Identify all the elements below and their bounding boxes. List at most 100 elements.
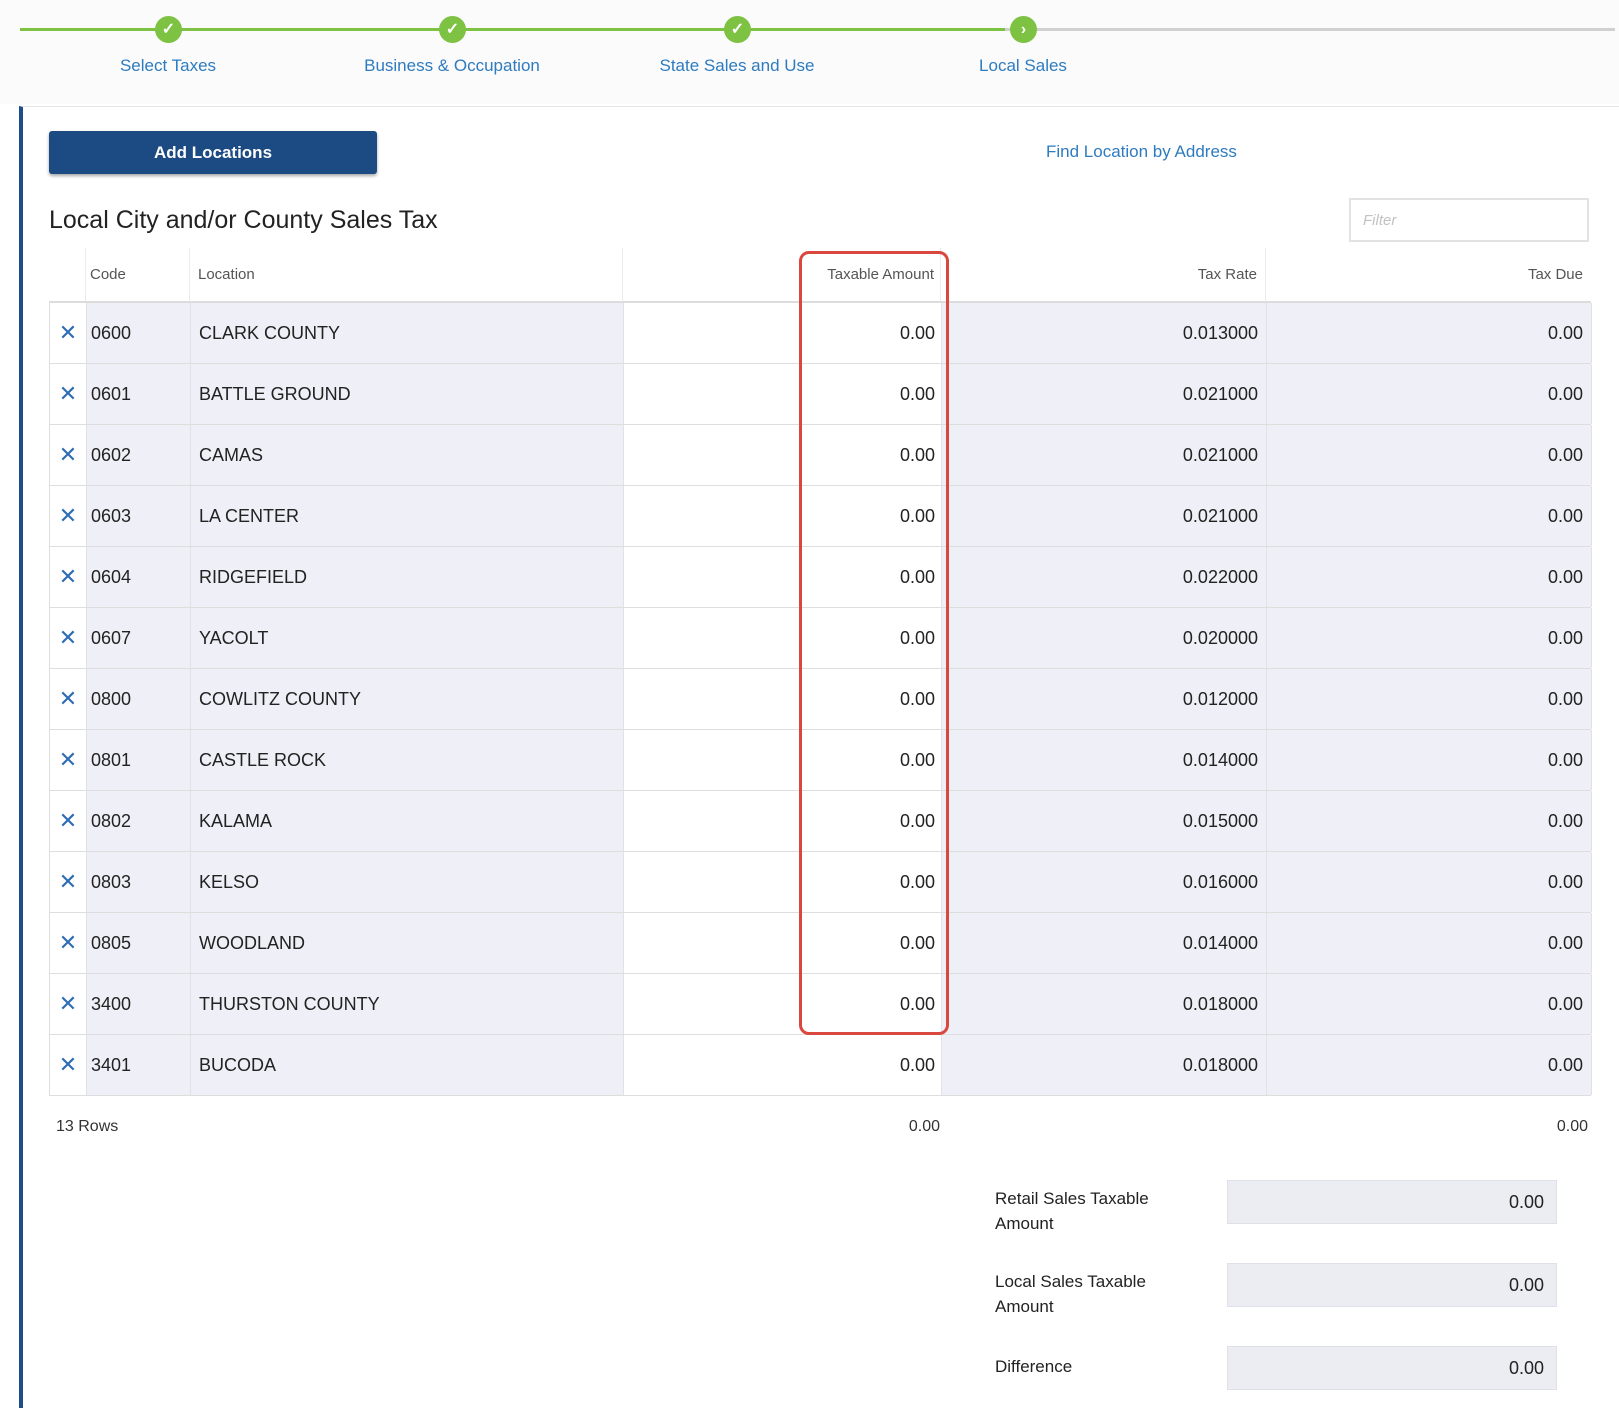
cell-tax-rate: 0.015000 xyxy=(941,791,1266,851)
find-location-by-address-link[interactable]: Find Location by Address xyxy=(1046,142,1237,161)
cell-tax-due: 0.00 xyxy=(1266,913,1592,973)
column-header-location[interactable]: Location xyxy=(189,248,622,301)
cell-location: LA CENTER xyxy=(190,486,623,546)
table-header: Code Location Taxable Amount Tax Rate Ta… xyxy=(49,248,1591,303)
remove-row-icon[interactable]: ✕ xyxy=(58,1052,78,1077)
table-row: ✕ 0800 COWLITZ COUNTY 0.00 0.012000 0.00 xyxy=(50,669,1592,730)
table-row: ✕ 0805 WOODLAND 0.00 0.014000 0.00 xyxy=(50,913,1592,974)
remove-row-icon[interactable]: ✕ xyxy=(58,320,78,345)
cell-location: KELSO xyxy=(190,852,623,912)
remove-row-icon[interactable]: ✕ xyxy=(58,625,78,650)
cell-location: CAMAS xyxy=(190,425,623,485)
cell-tax-due: 0.00 xyxy=(1266,730,1592,790)
column-header-tax-due[interactable]: Tax Due xyxy=(1265,248,1591,301)
table-row: ✕ 0603 LA CENTER 0.00 0.021000 0.00 xyxy=(50,486,1592,547)
cell-taxable-amount[interactable]: 0.00 xyxy=(623,608,941,668)
table-row: ✕ 0602 CAMAS 0.00 0.021000 0.00 xyxy=(50,425,1592,486)
cell-code: 0805 xyxy=(86,913,190,973)
cell-code: 0601 xyxy=(86,364,190,424)
cell-code: 0801 xyxy=(86,730,190,790)
cell-taxable-amount[interactable]: 0.00 xyxy=(623,364,941,424)
cell-tax-rate: 0.022000 xyxy=(941,547,1266,607)
cell-tax-rate: 0.013000 xyxy=(941,303,1266,363)
cell-tax-due: 0.00 xyxy=(1266,425,1592,485)
cell-tax-due: 0.00 xyxy=(1266,852,1592,912)
cell-location: COWLITZ COUNTY xyxy=(190,669,623,729)
cell-location: CLARK COUNTY xyxy=(190,303,623,363)
table-row: ✕ 0803 KELSO 0.00 0.016000 0.00 xyxy=(50,852,1592,913)
cell-tax-due: 0.00 xyxy=(1266,547,1592,607)
step-label-select-taxes[interactable]: Select Taxes xyxy=(119,56,217,75)
cell-tax-due: 0.00 xyxy=(1266,486,1592,546)
page-title: Local City and/or County Sales Tax xyxy=(49,206,438,234)
cell-tax-due: 0.00 xyxy=(1266,1035,1592,1095)
add-locations-button[interactable]: Add Locations xyxy=(49,131,377,174)
cell-tax-due: 0.00 xyxy=(1266,791,1592,851)
remove-row-icon[interactable]: ✕ xyxy=(58,686,78,711)
cell-taxable-amount[interactable]: 0.00 xyxy=(623,913,941,973)
cell-tax-rate: 0.020000 xyxy=(941,608,1266,668)
step-connector-pending xyxy=(1005,28,1615,31)
local-sales-taxable-label: Local Sales Taxable Amount xyxy=(995,1272,1146,1316)
row-count: 13 Rows xyxy=(56,1118,119,1135)
remove-row-icon[interactable]: ✕ xyxy=(58,564,78,589)
table-row: ✕ 0801 CASTLE ROCK 0.00 0.014000 0.00 xyxy=(50,730,1592,791)
step-4-chevron-right-icon: › xyxy=(1010,16,1037,43)
cell-tax-rate: 0.018000 xyxy=(941,1035,1266,1095)
remove-row-icon[interactable]: ✕ xyxy=(58,991,78,1016)
table-row: ✕ 0600 CLARK COUNTY 0.00 0.013000 0.00 xyxy=(50,303,1592,364)
column-header-taxable-amount[interactable]: Taxable Amount xyxy=(622,248,940,301)
cell-taxable-amount[interactable]: 0.00 xyxy=(623,547,941,607)
table-row: ✕ 0607 YACOLT 0.00 0.020000 0.00 xyxy=(50,608,1592,669)
cell-tax-due: 0.00 xyxy=(1266,974,1592,1034)
cell-location: BATTLE GROUND xyxy=(190,364,623,424)
cell-code: 0800 xyxy=(86,669,190,729)
cell-location: BUCODA xyxy=(190,1035,623,1095)
cell-taxable-amount[interactable]: 0.00 xyxy=(623,486,941,546)
remove-row-icon[interactable]: ✕ xyxy=(58,503,78,528)
cell-taxable-amount[interactable]: 0.00 xyxy=(623,791,941,851)
remove-row-icon[interactable]: ✕ xyxy=(58,808,78,833)
cell-location: WOODLAND xyxy=(190,913,623,973)
cell-tax-rate: 0.014000 xyxy=(941,730,1266,790)
cell-taxable-amount[interactable]: 0.00 xyxy=(623,730,941,790)
step-label-local-sales[interactable]: Local Sales xyxy=(979,56,1067,75)
cell-code: 0600 xyxy=(86,303,190,363)
remove-row-icon[interactable]: ✕ xyxy=(58,381,78,406)
cell-tax-rate: 0.014000 xyxy=(941,913,1266,973)
cell-code: 0803 xyxy=(86,852,190,912)
cell-code: 0602 xyxy=(86,425,190,485)
cell-taxable-amount[interactable]: 0.00 xyxy=(623,425,941,485)
cell-taxable-amount[interactable]: 0.00 xyxy=(623,852,941,912)
cell-tax-rate: 0.021000 xyxy=(941,486,1266,546)
difference-label: Difference xyxy=(995,1357,1073,1376)
cell-code: 0603 xyxy=(86,486,190,546)
cell-location: THURSTON COUNTY xyxy=(190,974,623,1034)
cell-taxable-amount[interactable]: 0.00 xyxy=(623,669,941,729)
cell-tax-due: 0.00 xyxy=(1266,364,1592,424)
difference-field: 0.00 xyxy=(1227,1346,1557,1390)
cell-code: 0802 xyxy=(86,791,190,851)
cell-taxable-amount[interactable]: 0.00 xyxy=(623,974,941,1034)
step-1-check-icon: ✓ xyxy=(155,16,182,43)
remove-row-icon[interactable]: ✕ xyxy=(58,930,78,955)
column-header-tax-rate[interactable]: Tax Rate xyxy=(940,248,1265,301)
cell-taxable-amount[interactable]: 0.00 xyxy=(623,1035,941,1095)
cell-tax-rate: 0.018000 xyxy=(941,974,1266,1034)
remove-row-icon[interactable]: ✕ xyxy=(58,869,78,894)
step-label-business-occupation[interactable]: Business & Occupation xyxy=(364,56,540,75)
remove-row-icon[interactable]: ✕ xyxy=(58,747,78,772)
cell-taxable-amount[interactable]: 0.00 xyxy=(623,303,941,363)
cell-tax-due: 0.00 xyxy=(1266,669,1592,729)
cell-tax-due: 0.00 xyxy=(1266,303,1592,363)
column-header-code[interactable]: Code xyxy=(85,248,189,301)
remove-row-icon[interactable]: ✕ xyxy=(58,442,78,467)
step-label-state-sales-use[interactable]: State Sales and Use xyxy=(659,56,815,75)
cell-code: 3401 xyxy=(86,1035,190,1095)
retail-sales-taxable-field: 0.00 xyxy=(1227,1180,1557,1224)
filter-input[interactable] xyxy=(1349,198,1589,242)
step-3-check-icon: ✓ xyxy=(724,16,751,43)
cell-code: 0607 xyxy=(86,608,190,668)
cell-tax-rate: 0.021000 xyxy=(941,364,1266,424)
cell-location: KALAMA xyxy=(190,791,623,851)
